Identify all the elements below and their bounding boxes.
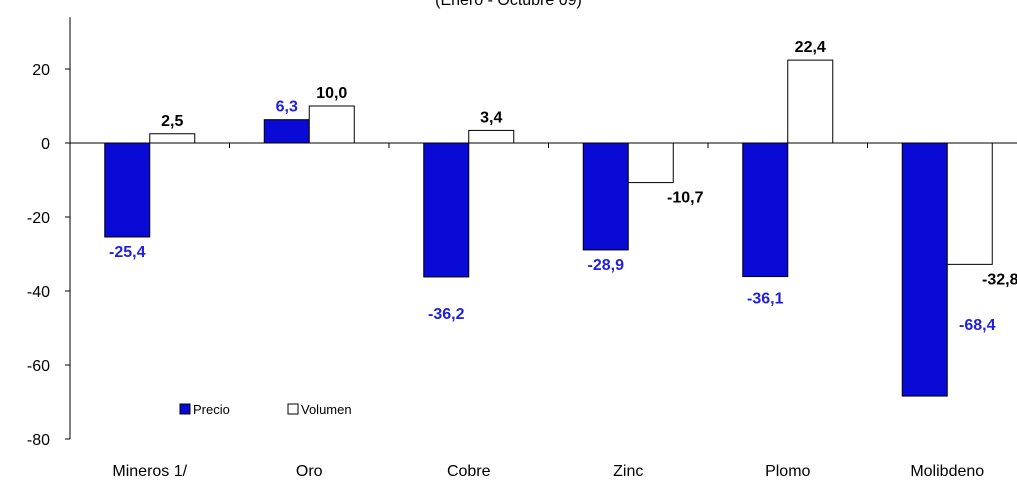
value-label-precio-1: 6,3 (276, 99, 298, 116)
y-tick-label: -40 (27, 284, 50, 301)
x-category-label: Zinc (613, 463, 643, 480)
value-label-precio-0: -25,4 (109, 244, 146, 261)
bar-precio-4 (742, 142, 789, 278)
legend-swatch-precio (179, 403, 191, 415)
value-label-precio-3: -28,9 (588, 257, 625, 274)
x-category-label: Mineros 1/ (112, 463, 187, 480)
value-label-volumen-5: -32,8 (982, 271, 1017, 288)
bars-layer (104, 59, 993, 397)
y-tick-label: -20 (27, 210, 50, 227)
y-tick-label: 0 (41, 136, 50, 153)
legend-label-precio: Precio (193, 402, 230, 417)
chart-subtitle: (Enero - Octubre 09) (435, 0, 582, 9)
x-category-label: Molibdeno (910, 463, 984, 480)
value-label-volumen-4: 22,4 (795, 39, 826, 56)
value-label-precio-5: -68,4 (959, 317, 996, 334)
bar-precio-0 (104, 142, 151, 238)
bar-volumen-0 (149, 133, 196, 144)
x-category-label: Oro (296, 463, 323, 480)
value-label-volumen-2: 3,4 (480, 109, 502, 126)
legend-swatch-volumen (287, 403, 299, 415)
value-label-precio-2: -36,2 (428, 306, 465, 323)
value-label-volumen-3: -10,7 (667, 190, 704, 207)
bar-volumen-3 (627, 142, 674, 184)
x-category-label: Cobre (447, 463, 491, 480)
y-tick-label: 20 (32, 62, 50, 79)
x-category-label: Plomo (765, 463, 810, 480)
bar-volumen-1 (308, 105, 355, 144)
bar-precio-2 (423, 142, 470, 278)
bar-precio-5 (901, 142, 948, 397)
legend-label-volumen: Volumen (301, 402, 352, 417)
bar-volumen-4 (787, 59, 834, 144)
legend: Precio Volumen (179, 402, 352, 417)
y-tick-label: -80 (27, 432, 50, 449)
y-tick-label: -60 (27, 358, 50, 375)
value-labels-layer: -25,4 6,3 -36,2 -28,9 -36,1 -68,4 2,5 10,0 3,4 -1… (109, 39, 1017, 334)
bar-volumen-2 (468, 129, 515, 144)
value-label-volumen-0: 2,5 (161, 113, 183, 130)
bar-precio-1 (263, 119, 310, 144)
value-label-volumen-1: 10,0 (316, 85, 347, 102)
bar-precio-3 (582, 142, 629, 251)
value-label-precio-4: -36,1 (747, 291, 784, 308)
axis-layer: 20 0 -20 -40 -60 -80 Mineros 1/Oro Cobre Zinc Plo… (27, 17, 1017, 480)
bar-volumen-5 (946, 142, 993, 265)
